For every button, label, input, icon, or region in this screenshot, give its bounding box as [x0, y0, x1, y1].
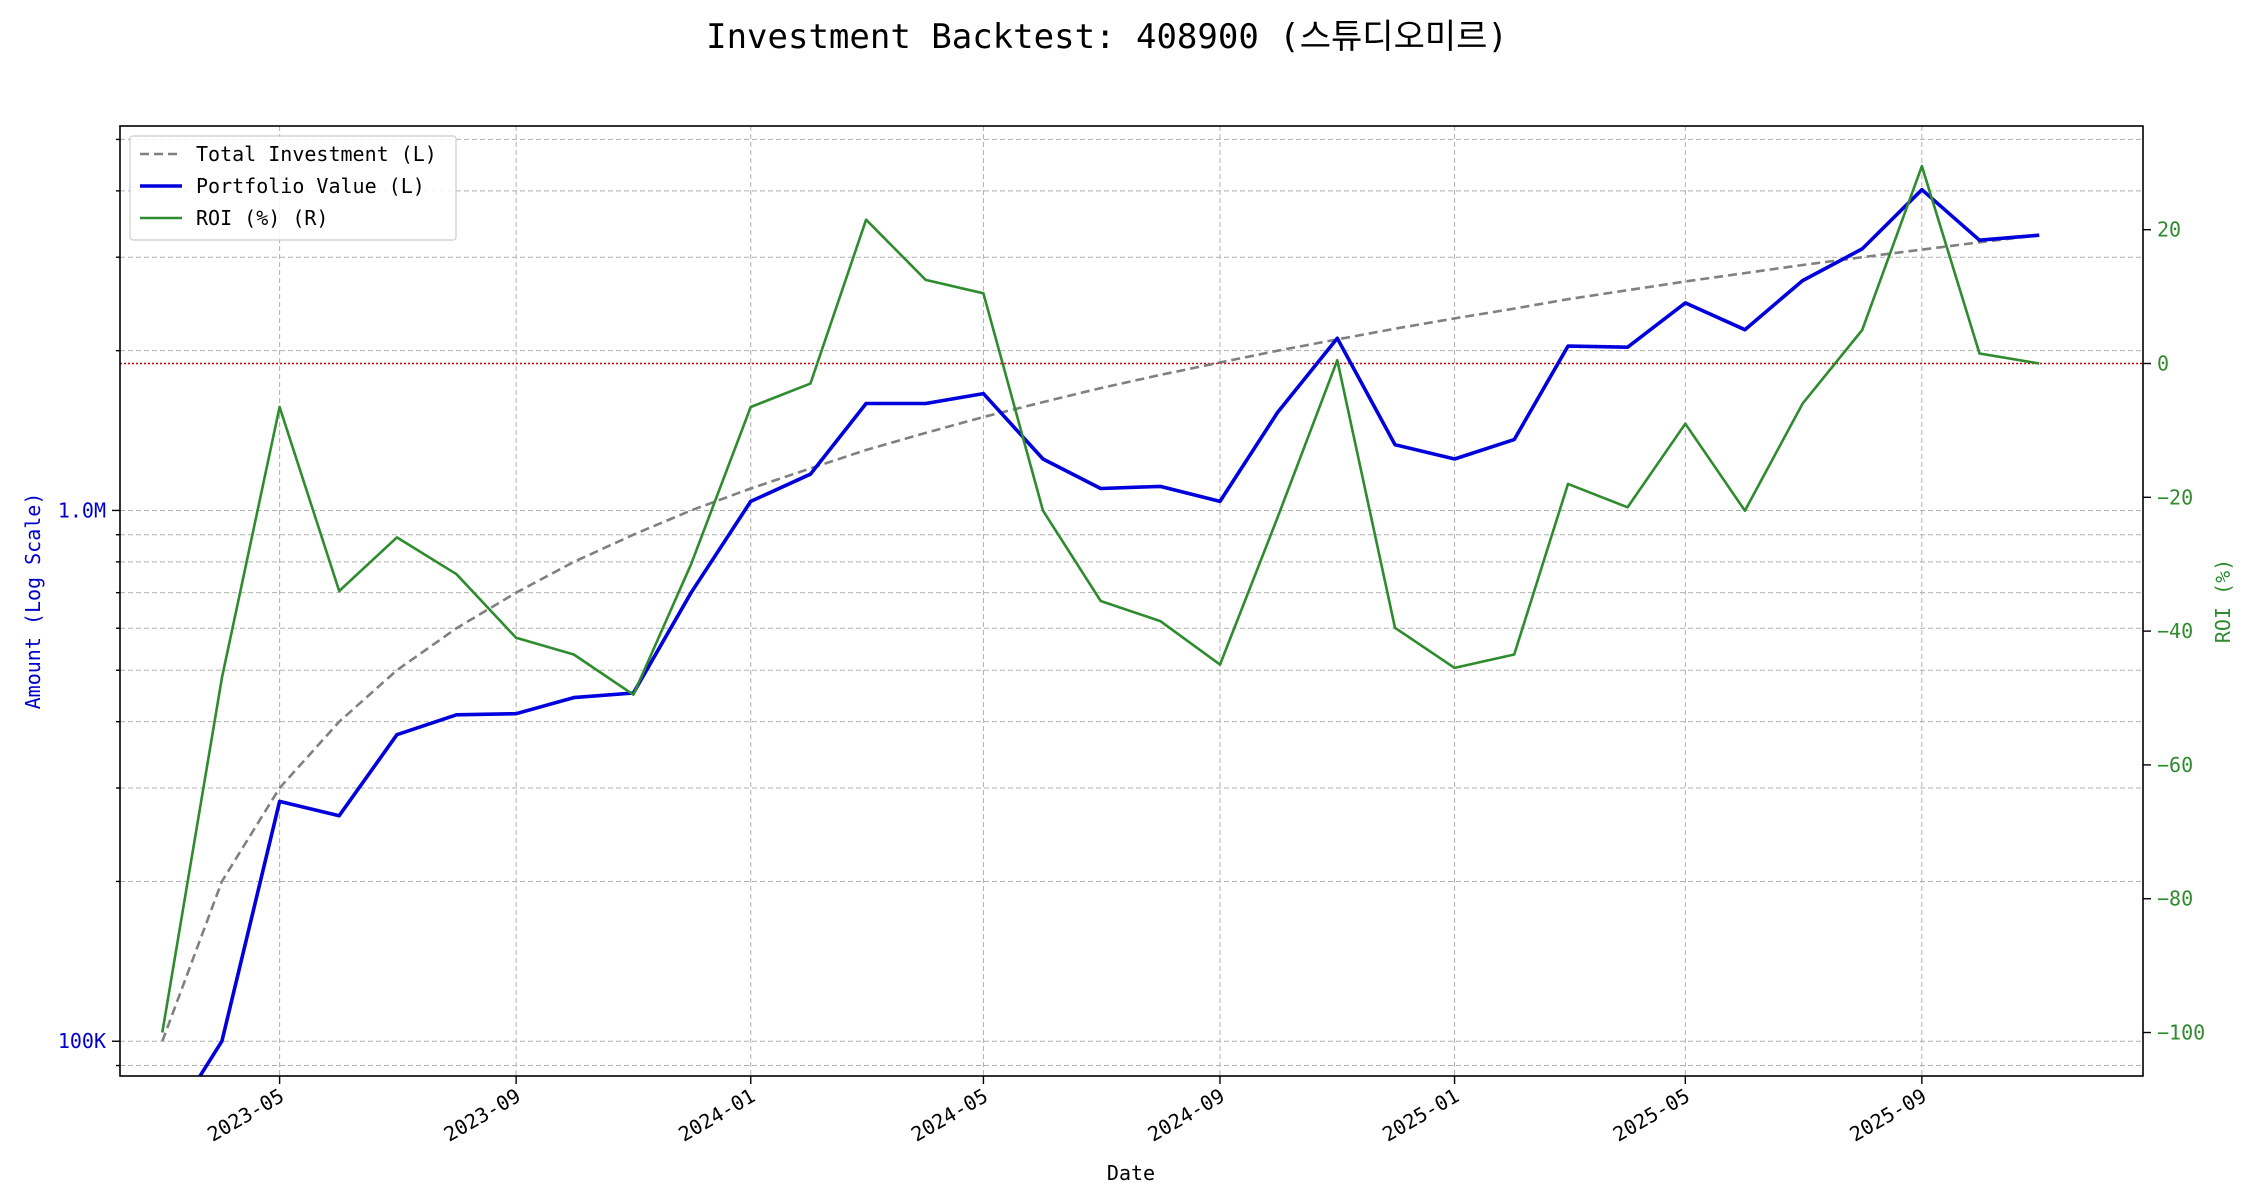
- series-layer: [161, 164, 2040, 1076]
- legend-label: Total Investment (L): [196, 142, 437, 166]
- right-axis-ticks: 20 0 −20 −40 −60 −80 −100: [2143, 218, 2205, 1045]
- left-axis-ticks: 100K 1.0M: [58, 138, 120, 1067]
- right-tick-label: −20: [2157, 485, 2193, 509]
- legend-label: ROI (%) (R): [196, 206, 328, 230]
- grid-layer: [120, 126, 2143, 1076]
- series-line-3: [161, 164, 2040, 1033]
- legend-box: [129, 135, 457, 241]
- chart-title: Investment Backtest: 408900 (스튜디오미르): [706, 17, 1508, 57]
- legend: Total Investment (L) Portfolio Value (L) R…: [129, 135, 457, 241]
- right-tick-label: −80: [2157, 887, 2193, 911]
- left-tick-label: 1.0M: [58, 498, 106, 522]
- series-line-2: [197, 187, 2040, 1076]
- left-tick-label: 100K: [58, 1029, 106, 1053]
- right-tick-label: 20: [2157, 218, 2181, 242]
- right-axis-label: ROI (%): [2211, 559, 2235, 643]
- right-tick-label: −40: [2157, 619, 2193, 643]
- x-axis-label: Date: [1107, 1161, 1155, 1185]
- series-line-1: [161, 233, 2040, 1042]
- left-axis-label: Amount (Log Scale): [21, 493, 45, 710]
- right-tick-label: −100: [2157, 1021, 2205, 1045]
- right-tick-label: −60: [2157, 753, 2193, 777]
- plot-frame: [119, 125, 2144, 1077]
- right-tick-label: 0: [2157, 352, 2169, 376]
- legend-label: Portfolio Value (L): [196, 174, 425, 198]
